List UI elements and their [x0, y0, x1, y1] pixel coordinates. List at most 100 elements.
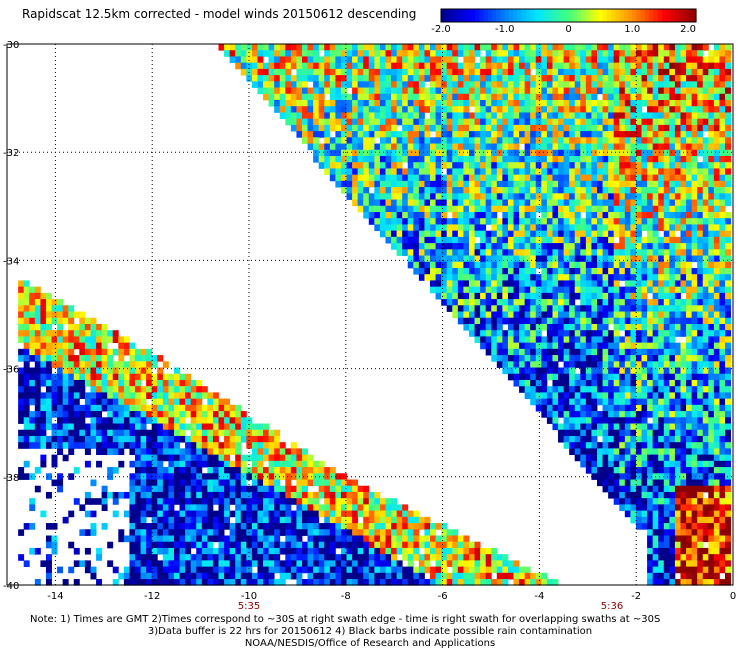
- wind-cell: [90, 404, 97, 412]
- wind-cell: [652, 361, 659, 368]
- wind-cell: [68, 373, 75, 381]
- wind-cell: [530, 386, 537, 393]
- wind-cell: [546, 274, 553, 281]
- wind-cell: [463, 149, 470, 157]
- wind-cell: [452, 205, 459, 213]
- wind-cell: [435, 44, 442, 51]
- wind-cell: [446, 87, 453, 95]
- wind-cell: [680, 286, 687, 294]
- wind-cell: [135, 373, 141, 381]
- wind-cell: [597, 137, 603, 144]
- wind-cell: [641, 174, 648, 182]
- wind-cell: [580, 106, 587, 113]
- wind-cell: [290, 50, 297, 57]
- wind-cell: [563, 292, 570, 300]
- wind-cell: [719, 93, 726, 101]
- wind-cell: [190, 442, 197, 449]
- wind-cell: [446, 305, 453, 312]
- wind-cell: [407, 174, 414, 182]
- wind-cell: [591, 99, 598, 107]
- wind-cell: [686, 299, 693, 306]
- wind-cell: [34, 467, 41, 474]
- wind-cell: [585, 429, 592, 437]
- wind-cell: [329, 118, 336, 126]
- wind-cell: [647, 137, 654, 144]
- wind-cell: [597, 131, 603, 138]
- wind-cell: [630, 81, 637, 88]
- wind-cell: [713, 193, 720, 200]
- wind-cell: [635, 467, 642, 474]
- wind-cell: [491, 143, 498, 151]
- wind-cell: [485, 218, 492, 225]
- wind-cell: [485, 243, 492, 250]
- wind-cell: [463, 187, 470, 194]
- wind-cell: [552, 392, 559, 400]
- wind-cell: [635, 50, 642, 57]
- wind-cell: [452, 267, 459, 275]
- wind-cell: [658, 355, 665, 362]
- wind-cell: [274, 460, 281, 468]
- wind-cell: [346, 62, 353, 70]
- wind-cell: [613, 423, 620, 431]
- wind-cell: [524, 274, 531, 281]
- wind-cell: [507, 286, 514, 294]
- wind-cell: [424, 236, 431, 244]
- wind-cell: [441, 106, 448, 113]
- wind-cell: [240, 417, 247, 424]
- wind-cell: [173, 417, 180, 424]
- wind-cell: [585, 243, 592, 250]
- wind-cell: [290, 106, 297, 113]
- wind-cell: [485, 44, 492, 51]
- wind-cell: [468, 93, 475, 101]
- wind-cell: [563, 442, 570, 449]
- wind-cell: [502, 62, 509, 70]
- wind-cell: [251, 81, 258, 88]
- wind-cell: [552, 361, 559, 368]
- wind-cell: [663, 398, 670, 406]
- wind-cell: [96, 342, 103, 350]
- wind-cell: [697, 124, 704, 132]
- wind-cell: [530, 280, 537, 288]
- wind-cell: [619, 342, 626, 350]
- wind-cell: [530, 137, 537, 144]
- wind-cell: [708, 187, 715, 194]
- wind-cell: [608, 149, 615, 157]
- wind-cell: [585, 460, 592, 468]
- wind-cell: [491, 112, 498, 120]
- wind-cell: [251, 479, 258, 487]
- wind-cell: [725, 155, 731, 163]
- wind-cell: [491, 68, 498, 76]
- wind-cell: [641, 355, 648, 362]
- wind-cell: [702, 292, 709, 300]
- wind-cell: [669, 398, 676, 406]
- wind-cell: [507, 249, 514, 256]
- wind-cell: [101, 398, 108, 406]
- wind-cell: [491, 93, 498, 101]
- wind-cell: [40, 299, 47, 306]
- wind-cell: [569, 75, 576, 82]
- wind-cell: [18, 330, 25, 337]
- wind-cell: [446, 180, 453, 188]
- wind-cell: [274, 68, 281, 76]
- wind-cell: [674, 174, 681, 182]
- wind-cell: [524, 87, 531, 95]
- wind-cell: [708, 249, 715, 256]
- wind-cell: [491, 50, 498, 57]
- wind-cell: [635, 137, 642, 144]
- wind-cell: [62, 311, 69, 319]
- wind-cell: [713, 50, 720, 57]
- wind-cell: [524, 211, 531, 219]
- wind-cell: [530, 56, 537, 64]
- wind-cell: [674, 62, 681, 70]
- wind-cell: [190, 485, 197, 493]
- wind-cell: [396, 174, 403, 182]
- wind-cell: [363, 187, 370, 194]
- wind-cell: [29, 286, 36, 294]
- wind-cell: [190, 448, 197, 456]
- wind-cell: [524, 124, 531, 132]
- wind-cell: [697, 404, 704, 412]
- wind-cell: [552, 305, 559, 312]
- wind-cell: [318, 87, 325, 95]
- wind-cell: [619, 56, 626, 64]
- wind-cell: [413, 143, 420, 151]
